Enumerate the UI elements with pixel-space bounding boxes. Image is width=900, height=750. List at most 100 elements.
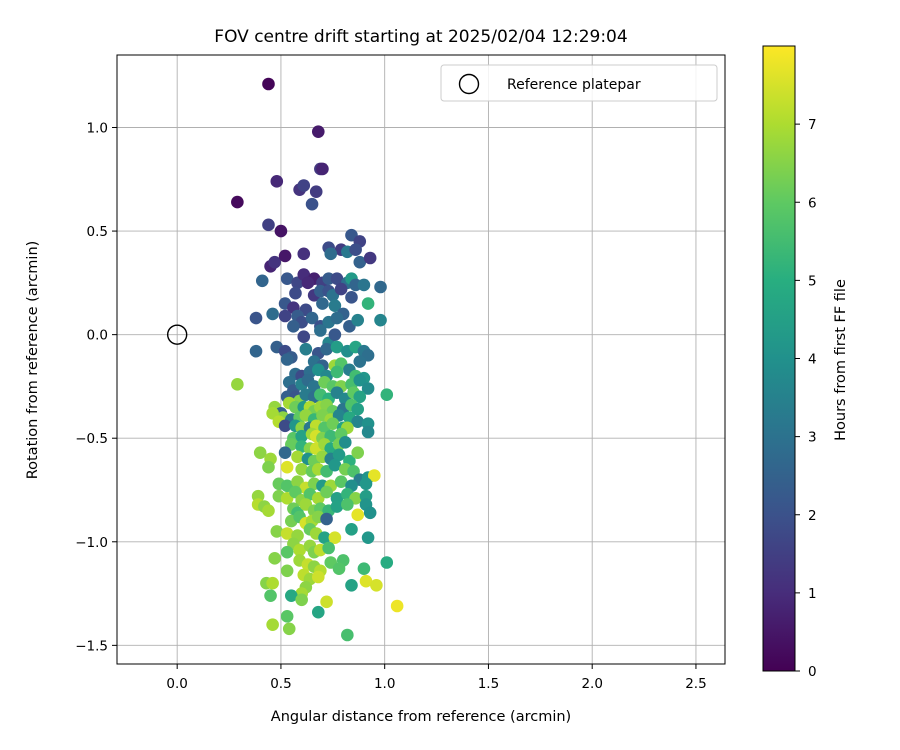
scatter-point [280,610,294,623]
scatter-point [291,450,304,464]
scatter-point [328,328,342,341]
scatter-point [361,425,375,439]
scatter-point [345,291,358,304]
scatter-point [249,344,263,358]
scatter-point [305,197,319,211]
scatter-point [353,255,367,269]
scatter-point [280,564,294,578]
colorbar-tick-label: 4 [808,352,817,368]
scatter-point [264,589,277,602]
x-axis-label: Angular distance from reference (arcmin) [271,709,571,725]
legend-marker [458,73,480,95]
scatter-point [351,446,365,460]
scatter-point [353,373,367,387]
scatter-point [255,274,269,288]
scatter-point [287,320,300,333]
grid-lines [117,55,725,664]
x-tick-label: 0.0 [166,676,187,692]
scatter-point [326,417,340,431]
scatter-point [330,340,344,354]
scatter-point [330,365,344,379]
scatter-point [253,446,267,460]
scatter-point [341,628,354,642]
scatter-point [266,307,279,321]
scatter-point [318,531,331,544]
scatter-point [314,324,327,337]
x-tick-label: 0.5 [270,676,291,692]
scatter-point [332,448,346,462]
scatter-point [328,299,342,312]
scatter-point [278,249,292,263]
y-axis-ticks: −1.5 −1.0 −0.5 0.0 0.5 1.0 [75,121,117,654]
scatter-point [359,477,373,491]
scatter-point [274,224,288,238]
colorbar-tick-label: 1 [808,586,817,602]
scatter-point [285,589,298,602]
scatter-point [280,353,294,366]
scatter-point [268,255,282,269]
colorbar: 0 1 2 3 4 5 6 7 Hours from first FF file [762,45,849,680]
scatter-point [295,593,308,607]
data-points [231,77,404,642]
scatter-point [370,578,383,592]
scatter-point [363,251,377,265]
colorbar-ticks: 0 1 2 3 4 5 6 7 [795,117,817,680]
scatter-point [311,125,325,138]
scatter-point [390,599,404,613]
scatter-point [330,500,344,513]
scatter-point [330,311,344,325]
scatter-point [351,508,365,522]
y-tick-label: 1.0 [87,121,108,137]
colorbar-tick-label: 6 [808,195,817,211]
scatter-point [301,276,315,290]
scatter-point [295,462,308,476]
scatter-point [297,179,311,192]
scatter-point [311,570,325,584]
scatter-point [305,311,319,325]
scatter-point [374,313,387,327]
scatter-point [262,460,275,474]
scatter-point [322,541,335,555]
scatter-point [278,419,292,433]
scatter-point [320,485,333,499]
colorbar-tick-label: 3 [808,430,817,446]
scatter-point [332,562,346,576]
scatter-point [278,446,292,460]
scatter-point [282,622,296,636]
scatter-point [324,247,338,261]
scatter-point [280,527,294,540]
scatter-point [353,390,367,404]
scatter-point [297,247,311,261]
y-axis-label: Rotation from reference (arcmin) [25,241,41,480]
scatter-point [270,525,284,538]
scatter-point [353,355,367,368]
scatter-point [293,543,306,557]
x-tick-label: 1.0 [374,676,395,692]
colorbar-tick-label: 2 [808,508,817,524]
scatter-point [231,378,244,391]
scatter-point [280,460,294,474]
scatter-point [374,280,387,294]
colorbar-tick-label: 0 [808,664,817,680]
colorbar-gradient [762,45,796,672]
y-tick-label: 0.0 [87,328,108,344]
scatter-point [338,436,352,449]
scatter-point [262,218,275,232]
scatter-point [249,311,263,325]
scatter-point [316,162,329,176]
x-tick-label: 2.0 [581,676,602,692]
scatter-point [359,574,373,588]
scatter-point [266,576,279,590]
scatter-point [380,556,394,569]
legend: Reference platepar [440,64,718,102]
scatter-point [262,77,275,91]
y-tick-label: −1.5 [75,638,108,654]
scatter-point [345,578,358,592]
scatter-point [295,429,308,443]
scatter-point [363,506,377,520]
scatter-point [351,415,365,428]
scatter-point [231,195,244,209]
scatter-point [266,618,279,631]
y-tick-label: −0.5 [75,431,108,447]
